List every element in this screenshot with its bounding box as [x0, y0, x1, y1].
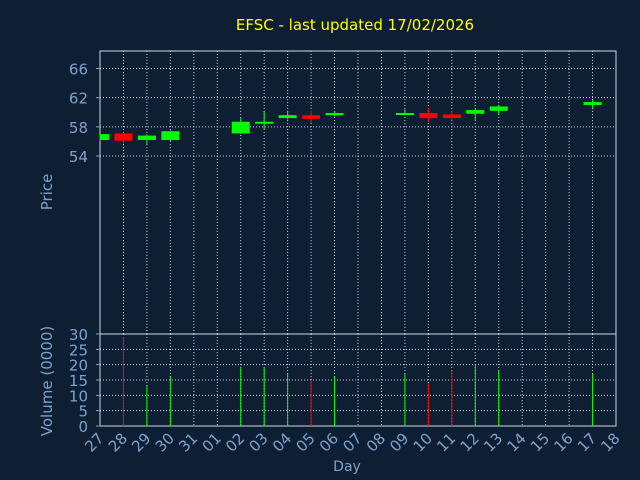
candle-body [161, 131, 180, 140]
volume-tick-label: 20 [69, 357, 88, 375]
x-tick-label: 03 [246, 429, 272, 455]
x-tick-label: 09 [386, 429, 412, 455]
x-tick-label: 06 [316, 429, 342, 455]
x-tick-label: 17 [574, 429, 600, 455]
candle-body [231, 121, 250, 134]
volume-tick-label: 10 [69, 387, 88, 405]
candle-body [466, 110, 485, 114]
price-tick-label: 66 [69, 61, 88, 79]
x-tick-label: 28 [105, 429, 131, 455]
x-tick-label: 11 [433, 429, 459, 455]
candle-body [255, 121, 274, 124]
candle-body [302, 115, 321, 119]
candle-body [325, 112, 344, 116]
price-tick-label: 58 [69, 119, 88, 137]
price-tick-label: 54 [69, 148, 88, 166]
x-tick-label: 16 [550, 429, 576, 455]
candle-body [278, 115, 297, 119]
x-tick-label: 05 [292, 429, 318, 455]
candle-body [442, 114, 461, 119]
candle-body [395, 112, 414, 115]
volume-bars [122, 337, 594, 426]
x-tick-label: 08 [363, 429, 389, 455]
x-tick-label: 02 [222, 429, 248, 455]
candle-body [419, 112, 438, 119]
x-tick-label: 29 [128, 429, 154, 455]
price-tick-label: 62 [69, 90, 88, 108]
x-axis-label: Day [333, 459, 361, 475]
x-tick-label: 07 [339, 429, 365, 455]
candle-body [583, 102, 602, 105]
x-axis: 2728293031010203040506070809101112131415… [81, 429, 623, 455]
candles [99, 99, 602, 145]
x-tick-label: 14 [504, 429, 530, 455]
volume-axis-label: Volume (0000) [38, 326, 56, 436]
chart-title: EFSC - last updated 17/02/2026 [236, 16, 474, 34]
volume-tick-label: 30 [69, 326, 88, 344]
x-tick-label: 15 [527, 429, 553, 455]
candle-body [114, 133, 133, 141]
x-tick-label: 31 [175, 429, 201, 455]
candle-body [489, 106, 508, 111]
volume-tick-label: 5 [78, 403, 88, 421]
x-tick-label: 18 [597, 429, 623, 455]
x-tick-label: 04 [269, 429, 295, 455]
x-tick-label: 10 [410, 429, 436, 455]
volume-tick-label: 25 [69, 341, 88, 359]
volume-tick-label: 0 [78, 418, 88, 436]
x-tick-label: 30 [152, 429, 178, 455]
x-tick-label: 01 [199, 429, 225, 455]
volume-tick-label: 15 [69, 372, 88, 390]
candle-body [100, 134, 109, 140]
price-axis: 54 58 62 66 [69, 61, 100, 166]
candle-body [137, 135, 156, 140]
price-axis-label: Price [38, 174, 56, 211]
grid [99, 51, 617, 427]
x-tick-label: 12 [457, 429, 483, 455]
x-tick-label: 13 [480, 429, 506, 455]
